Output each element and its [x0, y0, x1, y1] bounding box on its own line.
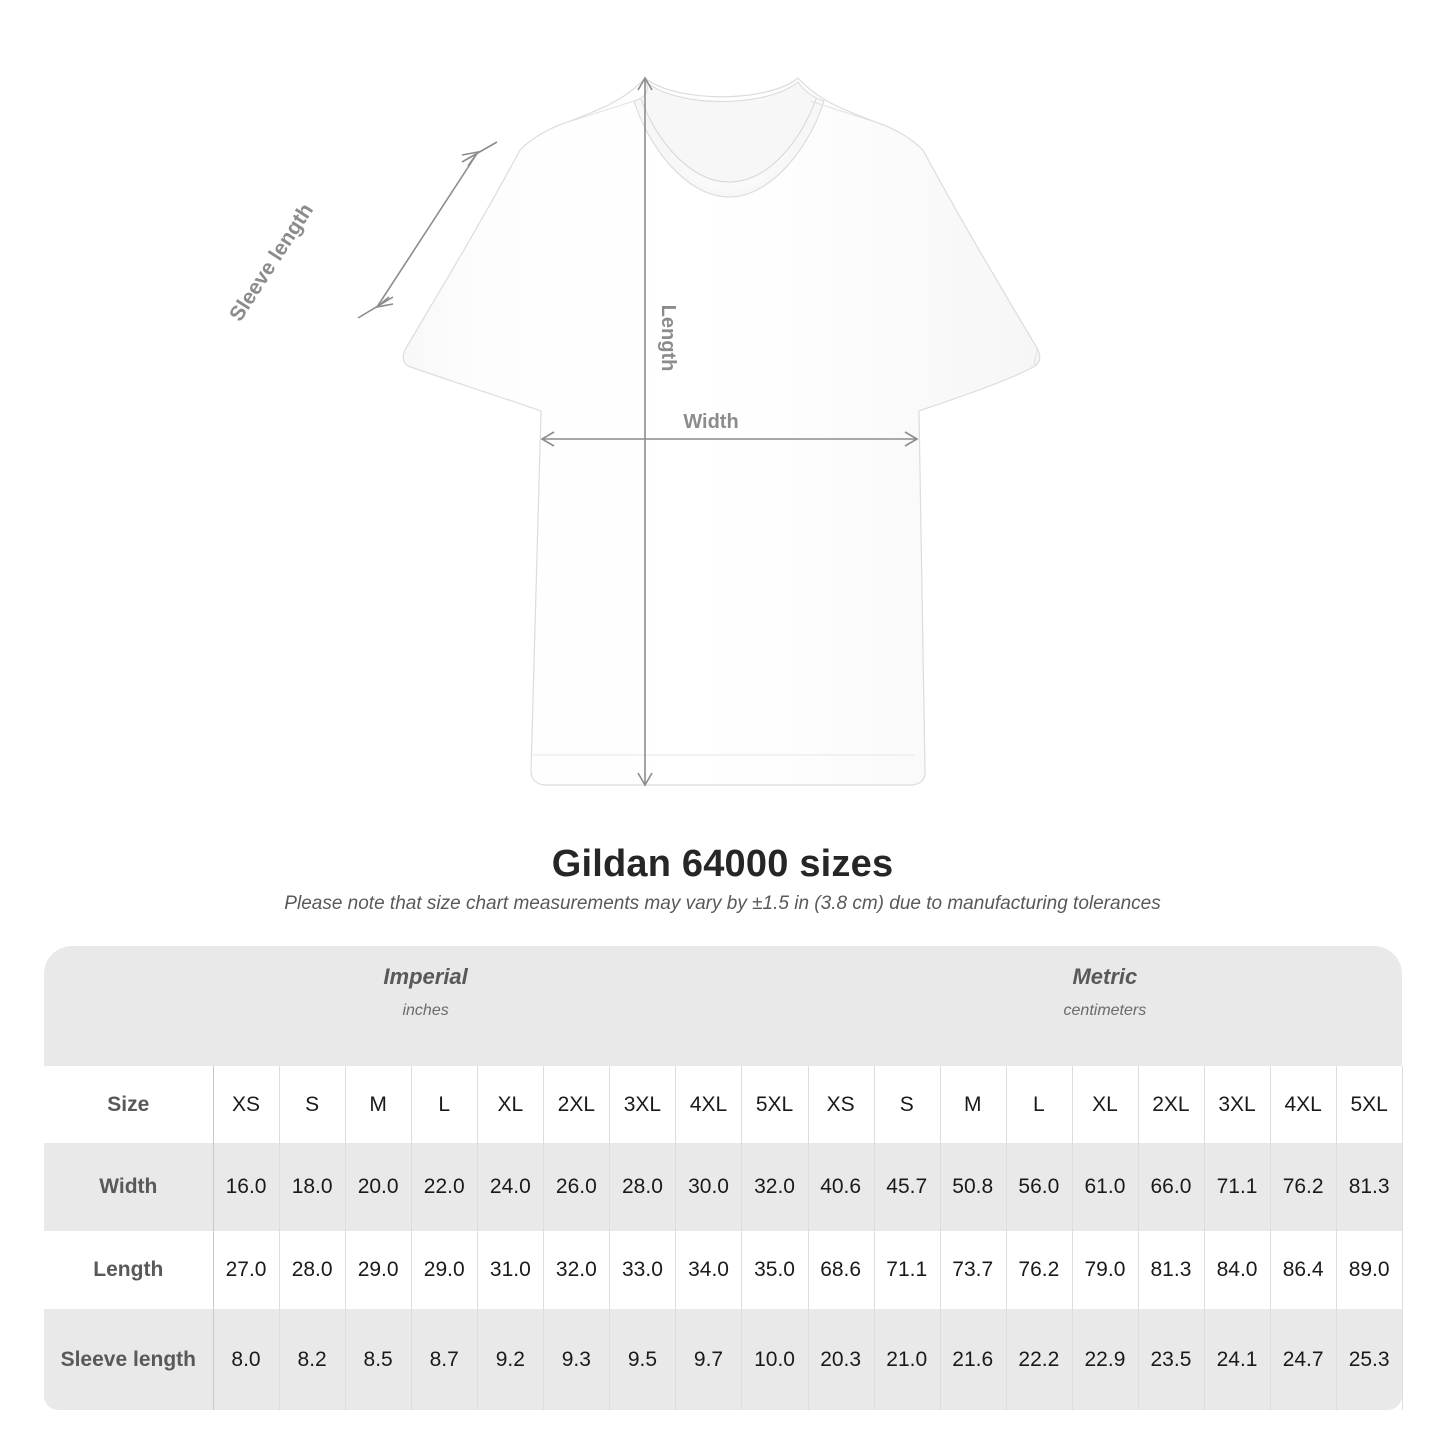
svg-text:Width: Width [683, 411, 738, 433]
svg-text:Sleeve length: Sleeve length [225, 199, 318, 325]
svg-text:Length: Length [657, 305, 679, 372]
